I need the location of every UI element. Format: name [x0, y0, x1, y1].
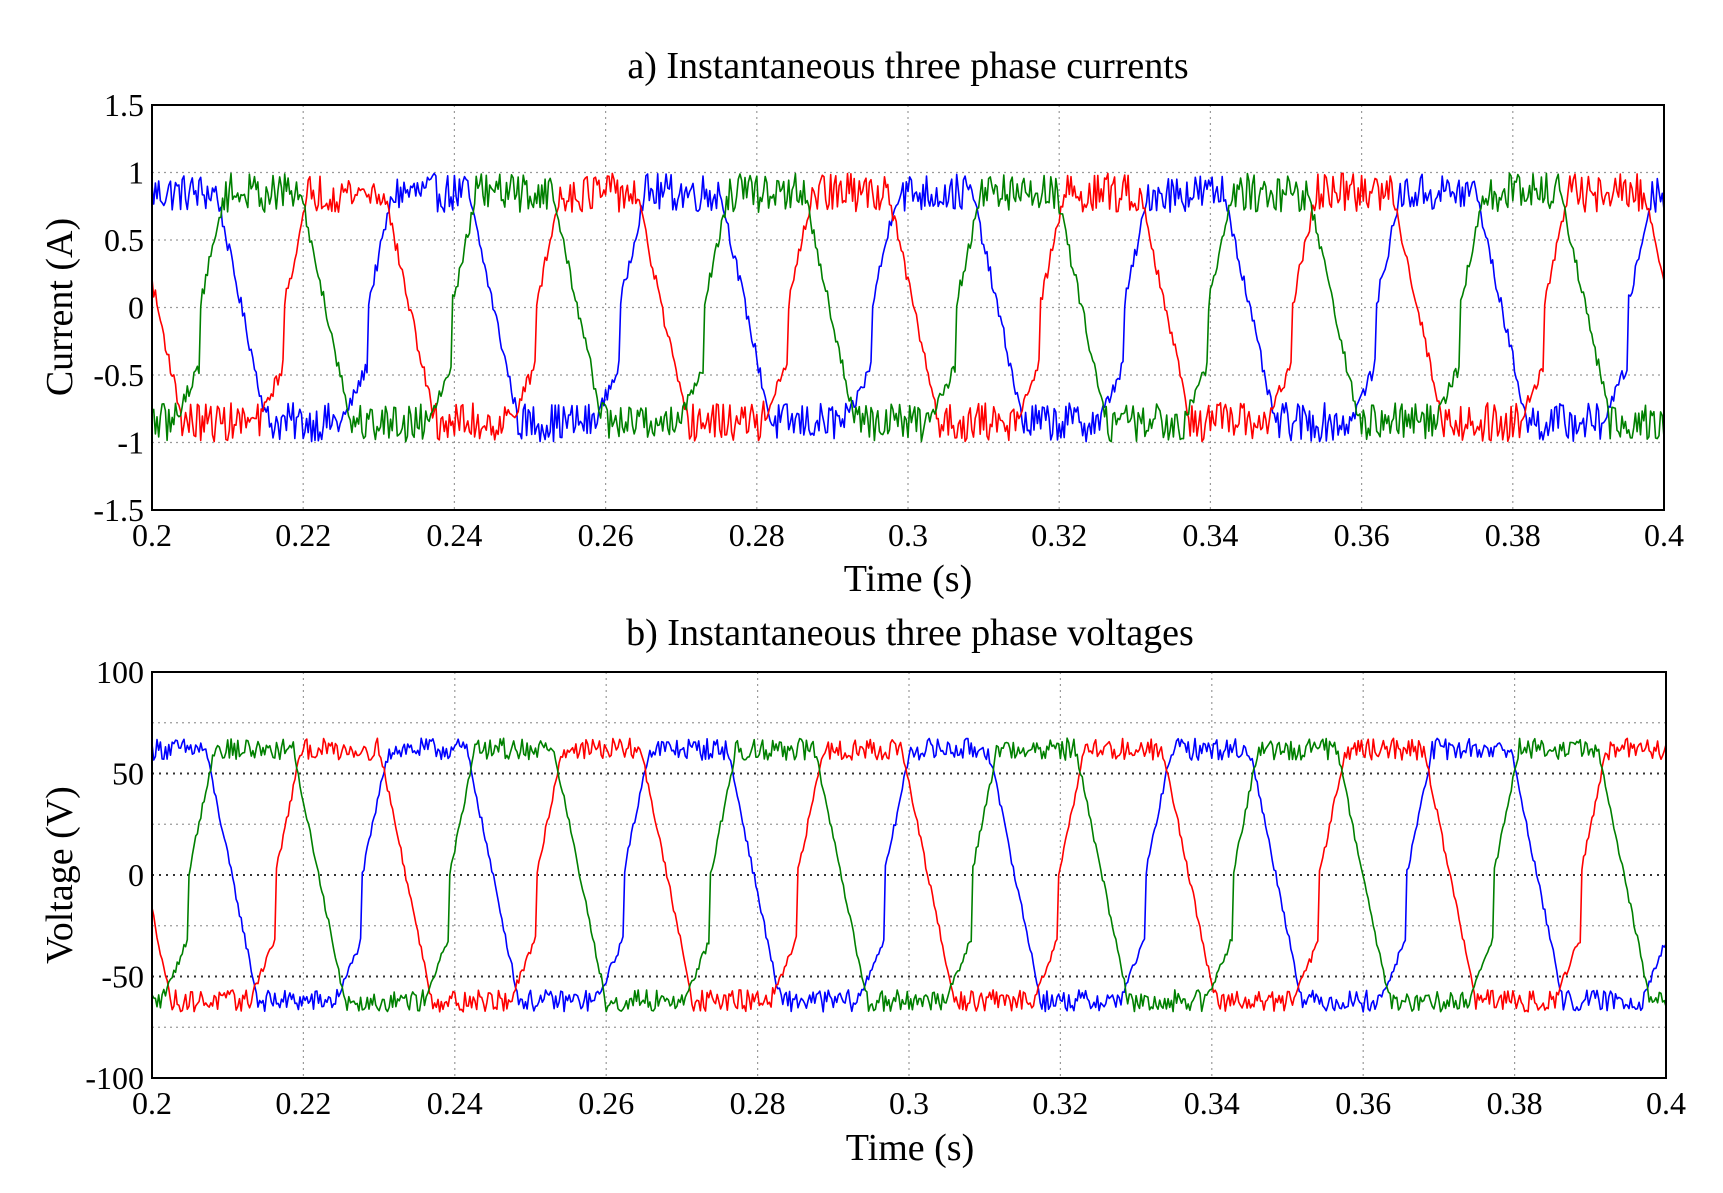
- currents-series-blue: [151, 172, 1665, 443]
- x-tick-label: 0.28: [730, 1085, 786, 1121]
- y-tick-label: -50: [101, 959, 144, 995]
- x-axis-label: Time (s): [846, 1127, 974, 1169]
- currents-series-green: [151, 172, 1665, 443]
- y-axis-label: Voltage (V): [39, 786, 81, 964]
- voltages-chart-panel: b) Instantaneous three phase voltages 0.…: [39, 612, 1686, 1169]
- chart-title: b) Instantaneous three phase voltages: [626, 612, 1194, 654]
- x-tick-label: 0.2: [132, 517, 172, 553]
- y-tick-label: 50: [112, 756, 144, 792]
- currents-grid: [152, 105, 1664, 510]
- x-tick-label: 0.2: [132, 1085, 172, 1121]
- voltages-series-red: [151, 737, 1667, 1013]
- y-tick-label: 1.5: [104, 87, 144, 123]
- voltages-plot-frame: [151, 671, 1667, 1079]
- x-axis-label: Time (s): [844, 558, 972, 600]
- y-tick-label: 0.5: [104, 222, 144, 258]
- y-tick-label: 0: [128, 290, 144, 326]
- y-tick-label: 0: [128, 857, 144, 893]
- x-tick-label: 0.36: [1334, 517, 1390, 553]
- y-tick-label: -1: [117, 425, 144, 461]
- currents-plot-frame: [151, 104, 1665, 511]
- x-tick-label: 0.3: [888, 517, 928, 553]
- voltages-series-group: [151, 737, 1667, 1013]
- x-tick-label: 0.4: [1646, 1085, 1686, 1121]
- x-tick-label: 0.34: [1182, 517, 1238, 553]
- x-tick-label: 0.38: [1487, 1085, 1543, 1121]
- x-tick-label: 0.4: [1644, 517, 1684, 553]
- x-tick-label: 0.24: [427, 1085, 483, 1121]
- x-tick-label: 0.22: [275, 1085, 331, 1121]
- x-tick-label: 0.34: [1184, 1085, 1240, 1121]
- voltages-series-blue: [151, 737, 1667, 1013]
- x-tick-label: 0.28: [729, 517, 785, 553]
- currents-tick-labels: 0.2 0.22 0.24 0.26 0.28 0.3 0.32 0.34 0.36 0.38 0.…: [93, 87, 1684, 553]
- voltages-tick-labels: 0.2 0.22 0.24 0.26 0.28 0.3 0.32 0.34 0.36 0.38 0.…: [85, 654, 1686, 1121]
- x-tick-label: 0.32: [1031, 517, 1087, 553]
- x-tick-label: 0.32: [1032, 1085, 1088, 1121]
- y-tick-label: 100: [96, 654, 144, 690]
- y-tick-label: -0.5: [93, 357, 144, 393]
- voltages-series-green: [151, 737, 1667, 1013]
- voltages-grid: [152, 672, 1666, 1078]
- x-tick-label: 0.26: [578, 517, 634, 553]
- currents-series-group: [151, 172, 1665, 443]
- x-tick-label: 0.24: [426, 517, 482, 553]
- y-axis-label: Current (A): [39, 218, 81, 396]
- x-tick-label: 0.26: [578, 1085, 634, 1121]
- y-tick-label: -100: [85, 1060, 144, 1096]
- chart-title: a) Instantaneous three phase currents: [627, 45, 1188, 87]
- x-tick-label: 0.3: [889, 1085, 929, 1121]
- y-tick-label: 1: [128, 155, 144, 191]
- currents-chart-panel: a) Instantaneous three phase currents 0.…: [39, 45, 1684, 600]
- y-tick-label: -1.5: [93, 492, 144, 528]
- x-tick-label: 0.22: [275, 517, 331, 553]
- x-tick-label: 0.38: [1485, 517, 1541, 553]
- currents-series-red: [151, 172, 1665, 443]
- x-tick-label: 0.36: [1335, 1085, 1391, 1121]
